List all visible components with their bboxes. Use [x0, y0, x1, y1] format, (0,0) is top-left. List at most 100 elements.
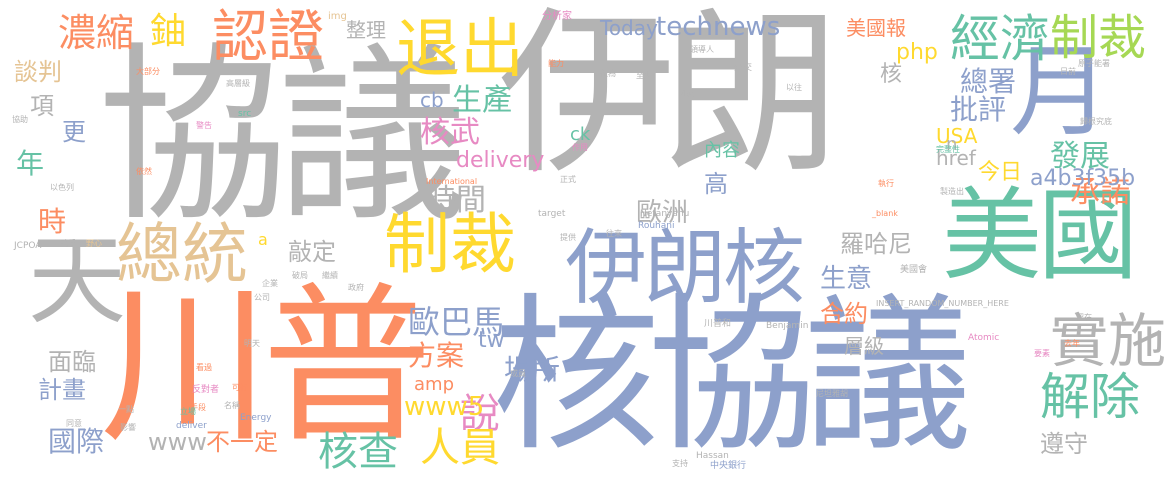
word: Netanyahu: [640, 209, 690, 219]
word: 批評: [950, 93, 1007, 126]
word: 成員: [510, 369, 526, 378]
word: tw: [478, 328, 505, 353]
word: 執行: [878, 179, 894, 188]
word: 看過: [196, 363, 212, 372]
word: target: [538, 209, 566, 219]
word: 名稱: [224, 401, 240, 410]
word: 至少: [636, 71, 652, 80]
word: 時: [38, 205, 67, 238]
word: ck: [570, 124, 591, 145]
word: INSERT_RANDOM_NUMBER_HERE: [876, 299, 1009, 308]
word: 以色列: [50, 183, 74, 192]
word: _blank: [872, 209, 898, 218]
word: 國際: [48, 425, 105, 458]
word: 公司: [254, 293, 270, 302]
word: 提供: [560, 233, 576, 242]
word: 項: [30, 92, 54, 120]
word: cb: [420, 88, 444, 112]
word: Rouhani: [638, 221, 675, 231]
word: deliver: [176, 421, 207, 431]
word: 同意: [66, 419, 82, 428]
word: 時間: [426, 183, 486, 218]
word: 企業: [262, 279, 278, 288]
word: 層級: [844, 334, 884, 358]
word: 日前: [1060, 67, 1076, 76]
word: delivery: [456, 148, 545, 173]
word: 場所: [504, 353, 561, 386]
word: 羅哈尼: [840, 230, 912, 258]
word: 川普: [100, 268, 432, 466]
word: www5: [404, 392, 485, 422]
word: Hassan: [696, 451, 729, 461]
word: 美國: [942, 177, 1138, 294]
word: 作用: [572, 143, 588, 152]
word: 經濟: [950, 10, 1050, 68]
word: 可行: [232, 383, 248, 392]
word: 政府: [348, 283, 364, 292]
word: amp: [414, 374, 454, 395]
word: 總署: [960, 65, 1017, 98]
word: 大部分: [136, 67, 160, 76]
word: 談判: [14, 58, 62, 86]
word: 計畫: [38, 376, 86, 404]
word: 國家: [678, 89, 694, 98]
word: 核武: [420, 115, 480, 150]
word: 核: [880, 62, 903, 87]
word: 方案: [408, 339, 465, 372]
word: 面臨: [48, 348, 96, 376]
word: 解除: [1040, 368, 1140, 426]
word: 反對者: [192, 385, 220, 395]
word: 伊朗核: [565, 221, 805, 316]
word: 認證: [212, 5, 324, 70]
word: 往來: [606, 229, 622, 238]
word: 要素: [1034, 349, 1050, 358]
word: Today: [600, 16, 658, 40]
word: 破局: [292, 271, 308, 280]
word: 總統: [116, 216, 248, 293]
word: 歐巴馬: [408, 303, 505, 341]
word: 去年: [1064, 339, 1080, 348]
word: 今日: [978, 160, 1023, 185]
word: 分析家: [542, 11, 572, 22]
word: 遵守: [1040, 430, 1088, 458]
word: 領導人: [690, 45, 714, 54]
word: 內容: [704, 140, 740, 161]
word: 歐洲: [636, 198, 689, 228]
word: 一點: [118, 405, 134, 414]
word: technews: [656, 12, 781, 42]
word: www: [148, 428, 207, 456]
word: 人員: [420, 425, 500, 471]
word: n: [946, 134, 958, 155]
word: 歸根究底: [1080, 117, 1112, 126]
word: 月: [1010, 33, 1110, 150]
word: 正式: [560, 175, 576, 184]
word: 製造出: [940, 187, 964, 196]
word: 警告: [196, 121, 212, 130]
word: 尼坦雅胡: [816, 389, 848, 398]
word: Benjamin: [766, 321, 809, 331]
word: 以往: [786, 83, 802, 92]
word: src: [238, 109, 252, 119]
word: 支持: [672, 459, 688, 468]
word: 立場: [180, 407, 196, 416]
word: JCPOA: [14, 241, 42, 251]
word: 天: [28, 224, 127, 338]
word: 協助: [12, 115, 28, 124]
word: 依然: [136, 167, 152, 176]
word: 中央銀行: [710, 461, 747, 471]
word: 整理: [346, 18, 386, 42]
word: 退出: [396, 13, 524, 87]
word: 美國會: [900, 265, 928, 275]
word: 明天: [244, 339, 260, 348]
word: 美國報: [846, 16, 906, 40]
word: 生產: [452, 83, 512, 118]
word: 更: [62, 118, 86, 146]
word: 野心: [86, 239, 102, 248]
word: 制裁: [1050, 10, 1147, 66]
word: 敲定: [288, 238, 336, 266]
word: 做為: [600, 69, 616, 78]
word: 生意: [820, 264, 873, 294]
word: 不一定: [206, 428, 278, 456]
word: 核協議: [492, 278, 972, 474]
word: 鈾: [150, 11, 187, 52]
